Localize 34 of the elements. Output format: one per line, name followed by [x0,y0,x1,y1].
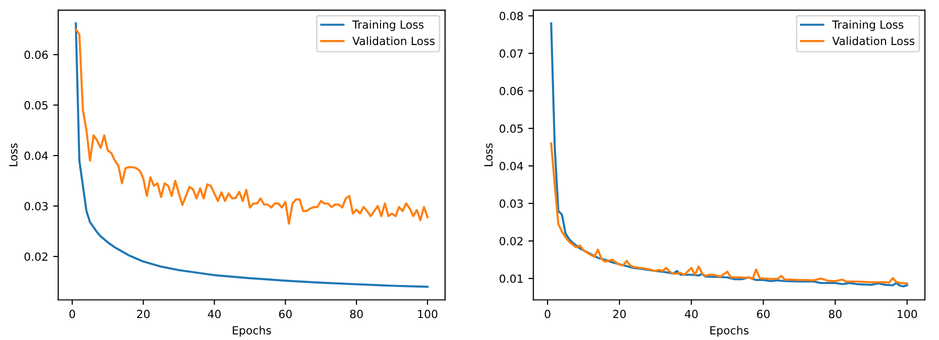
x-tick-label: 80 [350,310,363,318]
x-tick-label: 60 [757,310,770,318]
y-tick-label: 0.03 [24,202,48,210]
legend-label: Validation Loss [832,36,914,46]
y-axis-title: Loss [484,143,493,166]
x-tick-label: 0 [544,310,550,318]
x-tick-label: 20 [613,310,626,318]
line-series [550,142,908,284]
y-axis-title: Loss [9,143,18,166]
legend-label: Training Loss [832,20,904,31]
x-tick-label: 0 [69,310,76,318]
x-tick-label: 80 [828,310,842,318]
x-tick-label: 20 [137,310,150,318]
y-tick-label: 0.06 [500,86,523,96]
legend-label: Validation Loss [352,36,435,46]
y-tick-label: 0.04 [500,162,524,170]
x-axis-title: Epochs [710,326,748,337]
y-tick-label: 0.05 [24,101,48,110]
legend-label: Training Loss [352,20,424,31]
y-tick-label: 0.04 [24,152,48,160]
x-tick-label: 40 [684,310,698,318]
y-tick-label: 0.08 [500,12,523,20]
y-tick-label: 0.06 [24,50,48,59]
y-tick-label: 0.02 [500,236,523,246]
x-axis-title: Epochs [232,326,272,337]
y-tick-label: 0.02 [24,252,48,261]
x-tick-label: 100 [418,310,438,318]
y-tick-label: 0.01 [500,274,523,283]
x-tick-label: 60 [279,310,292,318]
y-tick-label: 0.03 [500,199,523,208]
y-tick-label: 0.07 [500,49,523,58]
x-tick-label: 40 [208,310,221,318]
x-tick-label: 100 [898,310,917,318]
y-tick-label: 0.05 [500,124,523,133]
